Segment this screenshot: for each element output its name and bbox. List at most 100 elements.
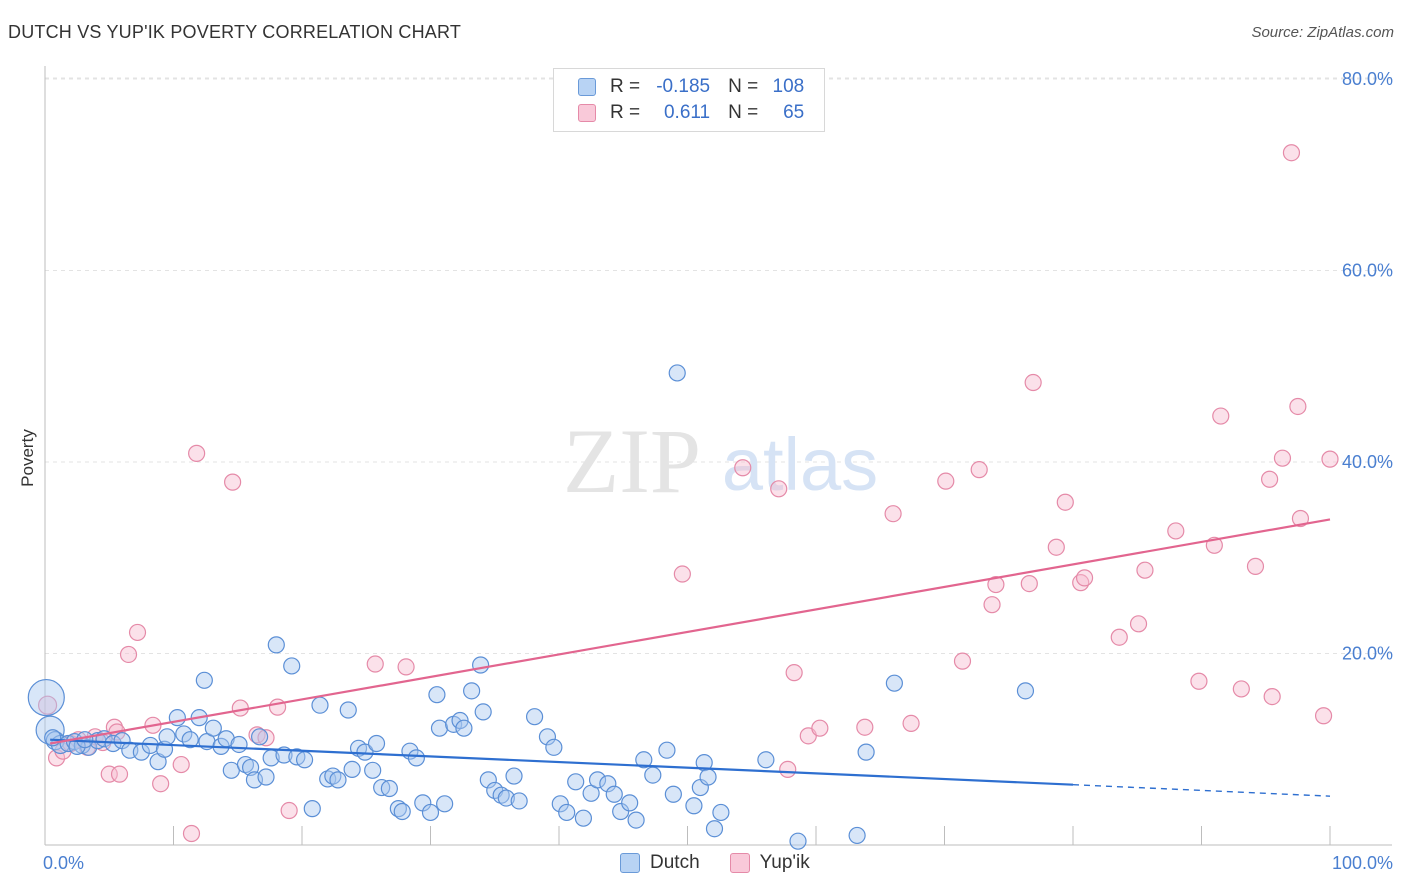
x-tick-label-max: 100.0% (1332, 853, 1393, 873)
dutch-point (668, 364, 686, 382)
yupik-point (172, 755, 190, 774)
yupik-point (970, 461, 988, 479)
yupik-point (1263, 687, 1281, 706)
dutch-point (421, 803, 440, 822)
r-label: R = (610, 76, 641, 97)
yupik-point (884, 505, 902, 523)
dutch-point (551, 795, 569, 813)
dutch-point (605, 785, 623, 803)
dutch-point (712, 803, 730, 822)
dutch-point (343, 760, 361, 778)
dutch-point (303, 800, 321, 818)
n-label: N = (728, 76, 759, 97)
dutch-point (267, 636, 285, 654)
yupik-point (1110, 628, 1128, 646)
yupik-point (1056, 493, 1074, 511)
yupik-trend-line (49, 518, 1331, 745)
legend-item-yupik: Yup'ik (729, 852, 810, 874)
yupik-point (811, 719, 829, 737)
yupik-point (987, 575, 1005, 594)
dutch-point (230, 735, 248, 754)
dutch-point (588, 771, 607, 789)
yupik-point (902, 714, 920, 732)
yupik-point (770, 480, 788, 498)
yupik-point (1020, 575, 1038, 593)
yupik-point (1075, 569, 1094, 587)
yupik-point (257, 729, 275, 747)
dutch-point (380, 779, 398, 798)
yupik-point (366, 655, 384, 673)
yupik-point (110, 765, 129, 783)
r-label: R = (610, 102, 641, 123)
yupik-point (1282, 144, 1301, 162)
axes (44, 66, 1392, 846)
yupik-point (37, 695, 58, 715)
yupik-point (1129, 615, 1148, 633)
n-label: N = (728, 102, 759, 123)
r-value: 0.611 (663, 102, 711, 123)
watermark: ZIP atlas (563, 410, 878, 512)
dutch-point (757, 751, 775, 769)
watermark-atlas: atlas (722, 423, 878, 506)
dutch-point (393, 802, 411, 821)
yupik-point (1212, 407, 1230, 425)
y-tick-label: 20.0% (1342, 644, 1393, 664)
dutch-point (621, 794, 639, 812)
y-axis-title: Poverty (18, 429, 37, 487)
dutch-point (599, 775, 617, 793)
dutch-point (848, 826, 866, 845)
dutch-point (158, 728, 176, 746)
dutch-point (644, 766, 662, 784)
legend-row-dutch: R = -0.185 N = 108 (578, 75, 804, 99)
yupik-point (1136, 561, 1154, 579)
legend-label-dutch: Dutch (650, 852, 700, 873)
dutch-point (558, 803, 576, 822)
yupik-point (182, 824, 201, 843)
dutch-point (857, 743, 875, 761)
x-tick-label-min: 0.0% (43, 853, 84, 873)
dutch-point (545, 738, 563, 756)
yupik-point (119, 645, 138, 664)
dutch-point (685, 797, 703, 815)
yupik-point (268, 698, 287, 716)
dutch-point (705, 820, 724, 838)
legend-item-dutch: Dutch (620, 852, 700, 874)
grid-lines (45, 77, 1392, 654)
legend-row-yupik: R = 0.611 N = 65 (578, 101, 804, 125)
yupik-swatch (578, 104, 596, 122)
legend-label-yupik: Yup'ik (759, 852, 810, 873)
yupik-point (734, 459, 752, 477)
yupik-point (1273, 449, 1292, 467)
dutch-point (497, 789, 515, 807)
tick-labels: 20.0% 40.0% 60.0% 80.0% 0.0% 100.0% (43, 69, 1393, 873)
yupik-point (128, 623, 147, 642)
watermark-zip: ZIP (563, 410, 701, 512)
dutch-point (204, 719, 222, 737)
dutch-point (295, 751, 314, 769)
yupik-point (983, 596, 1001, 614)
dutch-swatch (620, 853, 640, 873)
dutch-point (283, 657, 301, 675)
dutch-point (612, 802, 630, 821)
dutch-point (181, 731, 199, 749)
correlation-legend: R = -0.185 N = 108 R = 0.611 N = 65 (553, 68, 825, 132)
yupik-point (1291, 509, 1310, 528)
dutch-point (236, 755, 255, 774)
dutch-point (885, 674, 903, 692)
dutch-point (367, 734, 386, 753)
yupik-point (785, 664, 803, 682)
dutch-point (474, 703, 492, 721)
yupik-point (231, 699, 249, 717)
dutch-point (250, 728, 269, 746)
source-label: Source: ZipAtlas.com (1251, 24, 1394, 41)
yupik-point (1047, 538, 1065, 556)
dutch-point (492, 786, 510, 804)
yupik-point (673, 565, 691, 583)
dutch-point (525, 708, 544, 726)
dutch-point (430, 719, 449, 737)
yupik-point (1246, 557, 1265, 575)
n-value: 65 (783, 102, 805, 123)
chart-title: DUTCH VS YUP'IK POVERTY CORRELATION CHAR… (8, 22, 462, 42)
n-value: 108 (772, 76, 805, 97)
